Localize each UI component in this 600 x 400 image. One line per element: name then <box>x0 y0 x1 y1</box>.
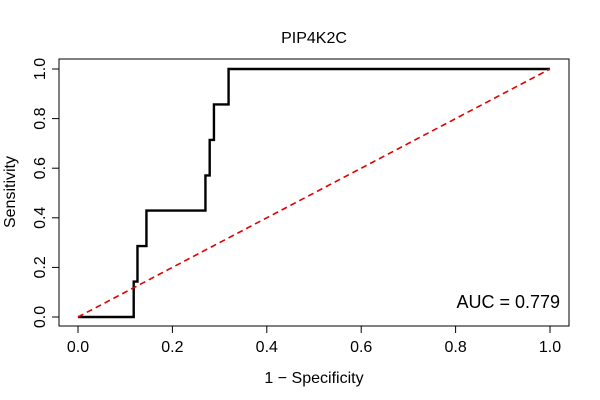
y-tick-label: 0.2 <box>32 256 49 278</box>
x-tick-label: 0.4 <box>256 339 278 356</box>
auc-annotation: AUC = 0.779 <box>456 292 560 312</box>
y-axis-label: Sensitivity <box>2 156 19 228</box>
x-tick-label: 0.8 <box>444 339 466 356</box>
roc-curve-line <box>78 67 550 319</box>
x-axis-label: 1 − Specificity <box>264 370 363 387</box>
y-tick-label: 0.4 <box>32 207 49 229</box>
y-tick-label: 0.6 <box>32 157 49 179</box>
reference-diagonal-line <box>77 68 551 318</box>
y-tick-label: 0.0 <box>32 306 49 328</box>
series-layer <box>77 67 551 319</box>
chart-title: PIP4K2C <box>281 30 347 47</box>
x-tick-label: 0.6 <box>350 339 372 356</box>
x-tick-label: 0.0 <box>67 339 89 356</box>
y-axis: 0.0 0.2 0.4 0.6 0.8 1.0 <box>32 58 59 328</box>
y-tick-label: 0.8 <box>32 107 49 129</box>
plot-frame <box>58 58 570 327</box>
y-tick-label: 1.0 <box>32 58 49 80</box>
x-tick-label: 1.0 <box>539 339 561 356</box>
x-axis: 0.0 0.2 0.4 0.6 0.8 1.0 <box>67 326 561 356</box>
x-tick-label: 0.2 <box>161 339 183 356</box>
